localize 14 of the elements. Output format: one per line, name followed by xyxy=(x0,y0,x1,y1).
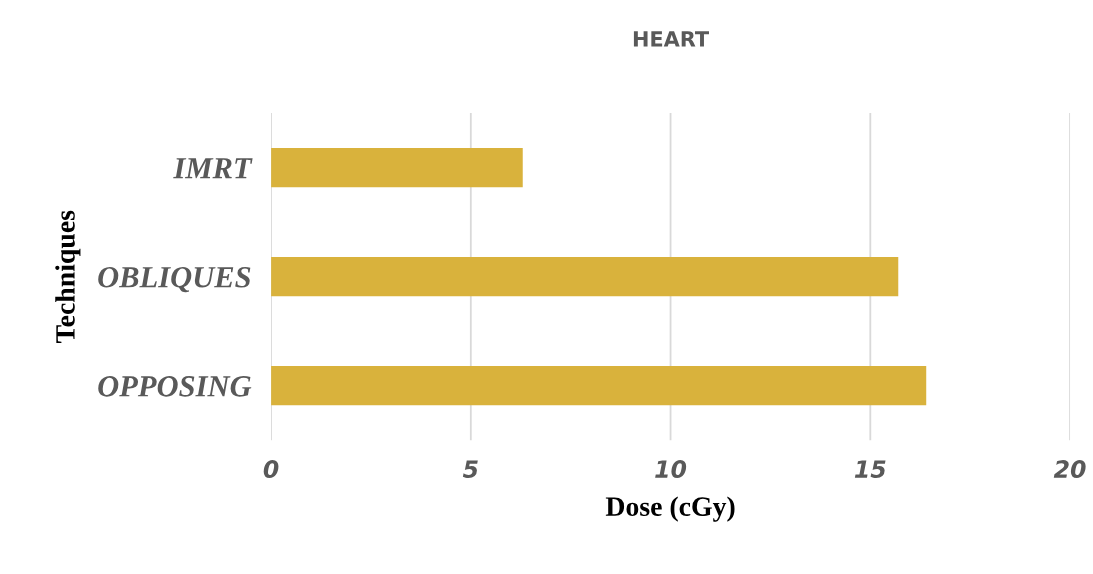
y-axis-title: Techniques xyxy=(55,210,81,343)
x-tick-label: 10 xyxy=(655,460,687,478)
y-tick-label: OBLIQUES xyxy=(98,267,251,293)
chart-title: HEART xyxy=(633,31,709,47)
x-axis-title: Dose (cGy) xyxy=(605,496,735,522)
bar xyxy=(271,257,899,297)
y-tick-label: OPPOSING xyxy=(98,376,252,397)
x-tick-label: 0 xyxy=(263,460,279,478)
bar xyxy=(271,366,927,406)
x-tick-label: 20 xyxy=(1053,460,1086,478)
x-tick-label: 5 xyxy=(462,460,478,478)
bar xyxy=(271,147,523,188)
y-tick-label: IMRT xyxy=(173,158,253,179)
x-tick-label: 15 xyxy=(854,460,886,478)
